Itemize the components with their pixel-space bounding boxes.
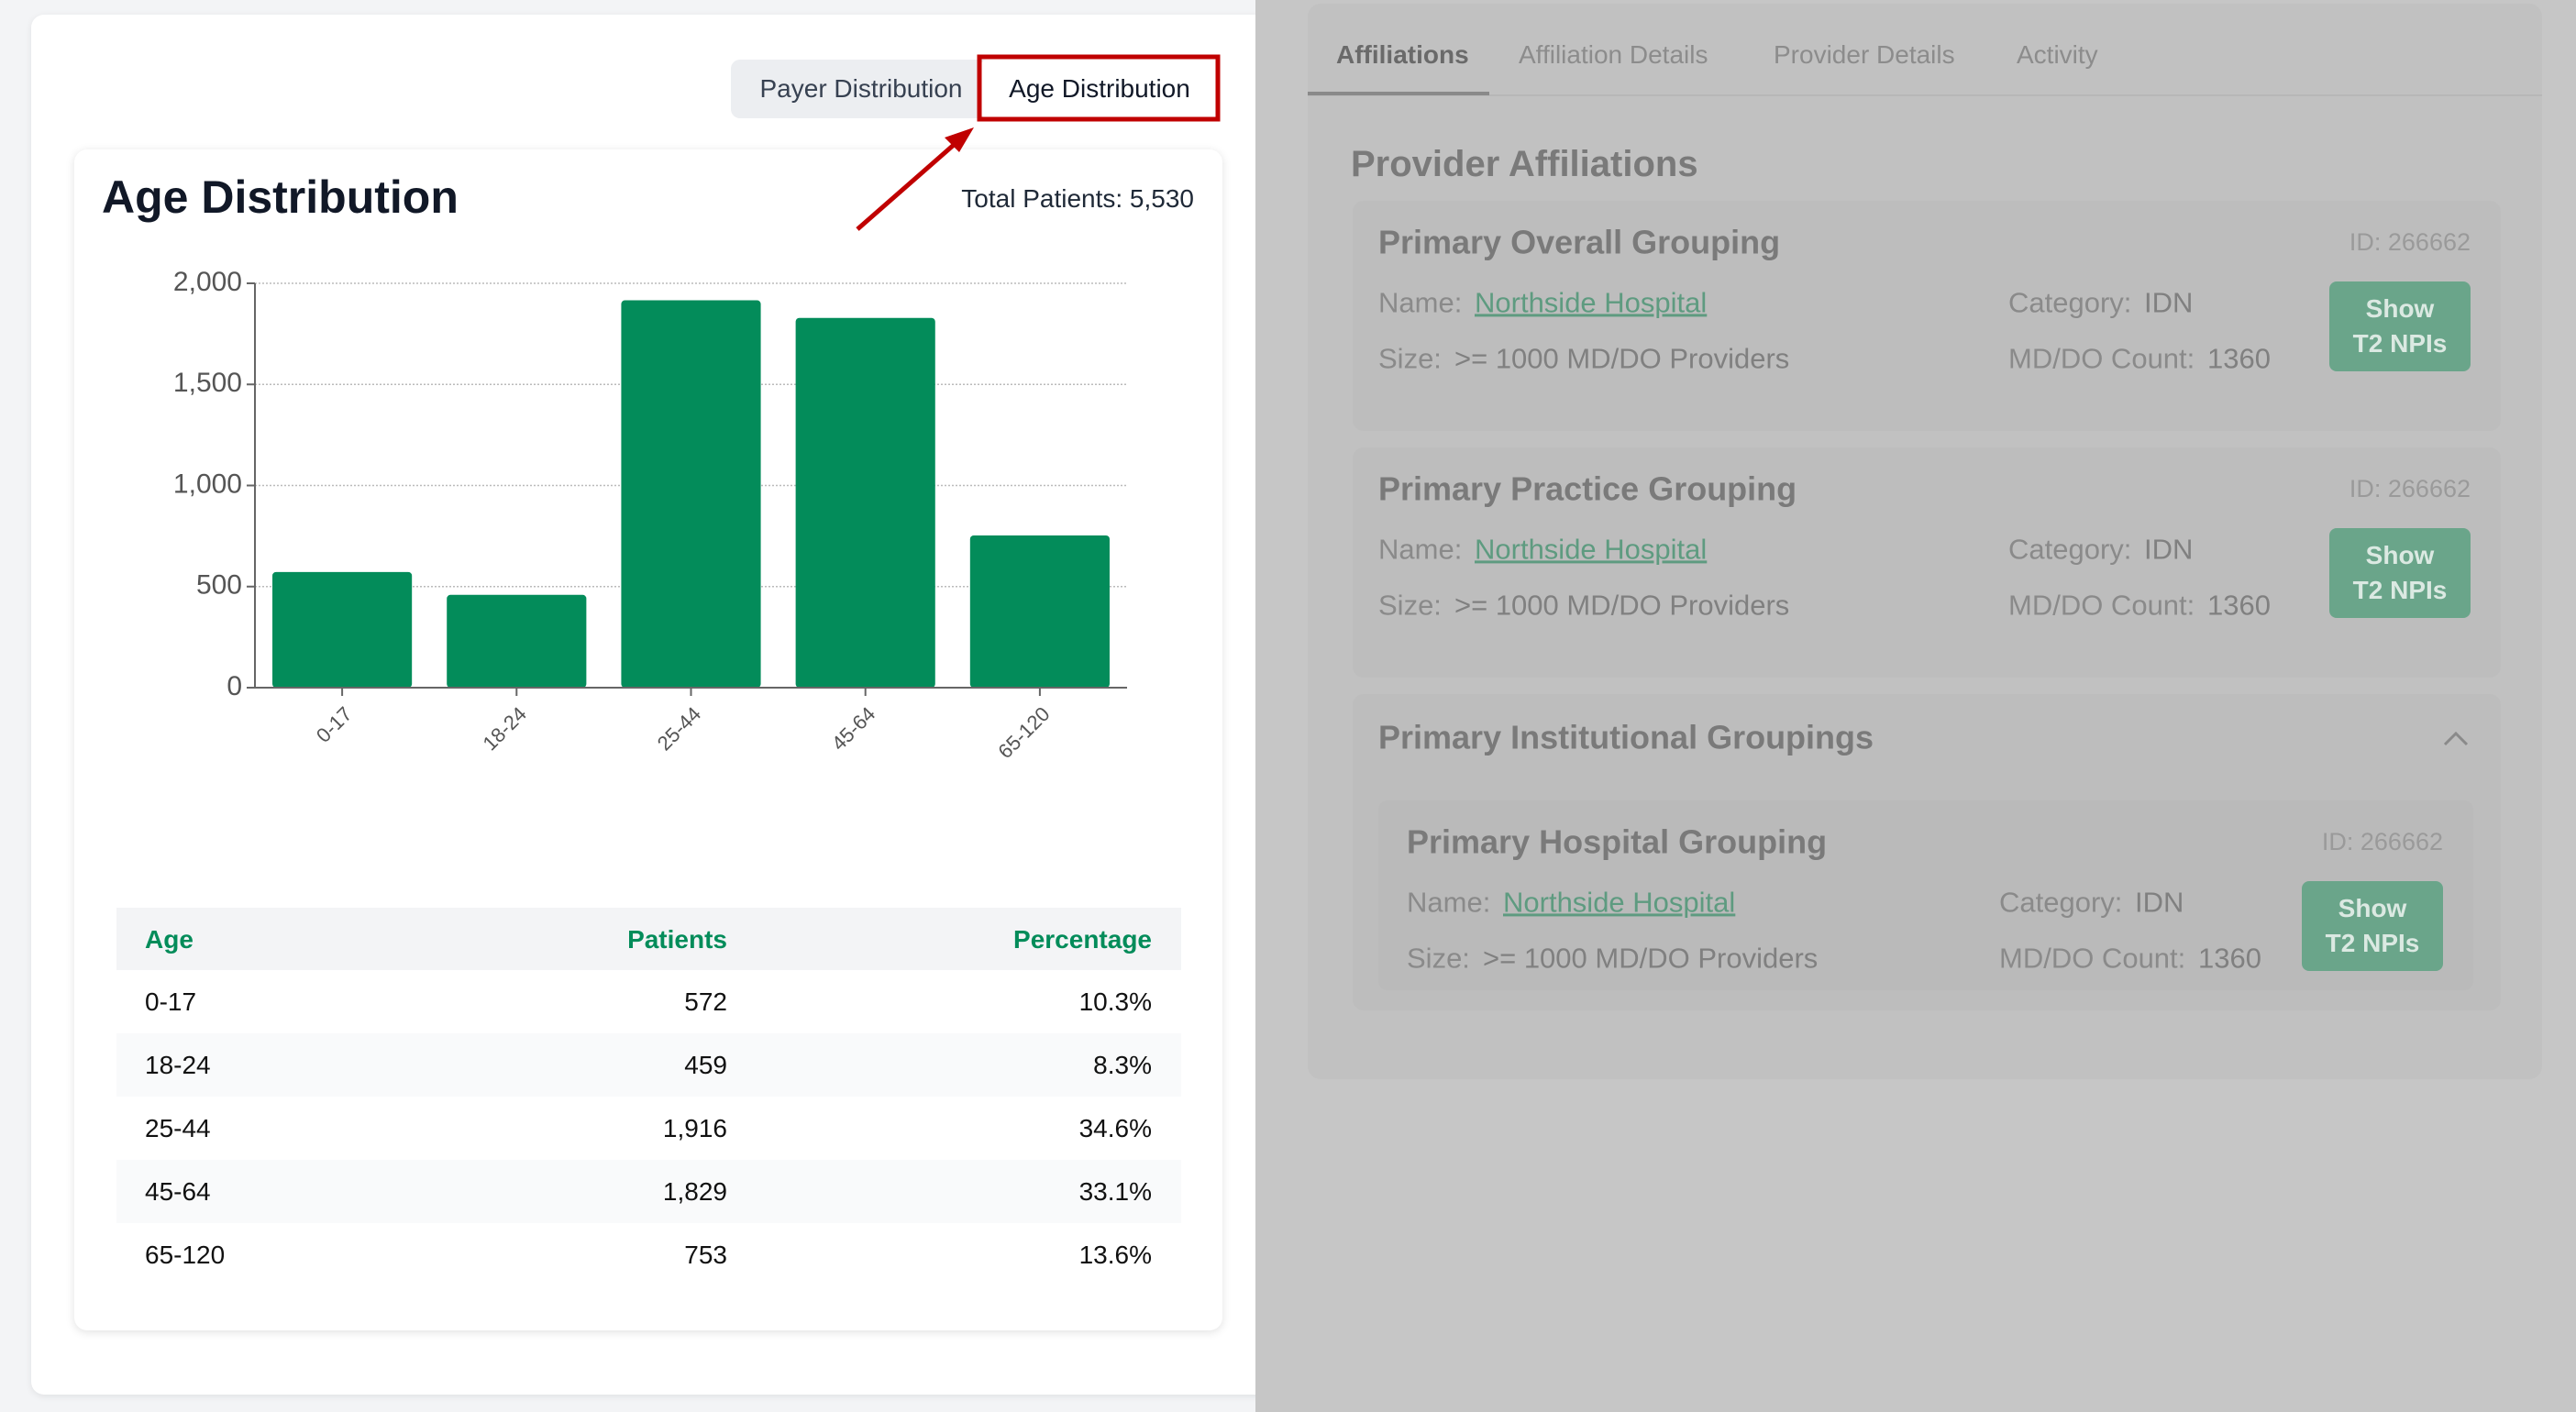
label: Category: — [1999, 886, 2123, 919]
active-tab-underline — [1308, 92, 1489, 95]
x-tick-label: 0-17 — [312, 702, 357, 747]
table-cell: 18-24 — [145, 1051, 211, 1080]
button[interactable] — [2329, 281, 2471, 371]
tab[interactable]: Activity — [2017, 40, 2098, 70]
table-cell: 572 — [684, 987, 727, 1017]
value: 1360 — [2207, 589, 2271, 622]
group-title: Primary Overall Grouping — [1378, 223, 1781, 261]
bar — [447, 594, 587, 688]
group-id: ID: 266662 — [2349, 474, 2471, 502]
table-header-bg — [116, 908, 1181, 970]
table-header: Percentage — [1013, 925, 1152, 954]
y-tick-label: 1,000 — [173, 469, 242, 499]
link[interactable]: Northside Hospital — [1503, 886, 1736, 919]
label: Size: — [1407, 942, 1470, 975]
label: Name: — [1378, 533, 1463, 566]
group-id: ID: 266662 — [2349, 227, 2471, 256]
label: Name: — [1407, 886, 1491, 919]
table-cell: 45-64 — [145, 1177, 211, 1207]
button-label[interactable]: Show — [2365, 541, 2435, 570]
table-cell: 33.1% — [1078, 1177, 1152, 1207]
table-header: Age — [145, 925, 193, 954]
table-row-bg — [116, 1160, 1181, 1223]
tab[interactable]: Affiliations — [1336, 40, 1469, 70]
value: 1360 — [2207, 342, 2271, 375]
chart: 0 500 1,000 1,500 2,000 0-17 18-24 25-44 45-64 65… — [173, 267, 1127, 763]
button[interactable] — [2302, 881, 2443, 971]
value: 1360 — [2198, 942, 2261, 975]
link[interactable]: Northside Hospital — [1475, 533, 1708, 566]
value: IDN — [2144, 286, 2194, 319]
button[interactable] — [2329, 528, 2471, 618]
label: Size: — [1378, 589, 1442, 622]
group-title: Primary Hospital Grouping — [1407, 822, 1828, 861]
y-tick-label: 0 — [227, 671, 242, 701]
table-header: Patients — [627, 925, 727, 954]
button-label[interactable]: T2 NPIs — [2325, 929, 2420, 958]
group-id: ID: 266662 — [2321, 827, 2443, 855]
label: MD/DO Count: — [2008, 342, 2195, 375]
label: Size: — [1378, 342, 1442, 375]
label: MD/DO Count: — [2008, 589, 2195, 622]
y-tick-label: 1,500 — [173, 368, 242, 398]
table-cell: 1,829 — [662, 1177, 727, 1207]
table-cell: 1,916 — [662, 1114, 727, 1143]
value: IDN — [2144, 533, 2194, 566]
toggle-button[interactable]: Payer Distribution — [759, 74, 963, 104]
bar — [969, 535, 1110, 688]
button-label[interactable]: T2 NPIs — [2352, 329, 2448, 359]
total-patients: Total Patients: 5,530 — [961, 184, 1194, 214]
tab[interactable]: Affiliation Details — [1519, 40, 1708, 70]
table-cell: 459 — [684, 1051, 727, 1080]
x-tick-label: 45-64 — [827, 702, 879, 755]
table-cell: 65-120 — [145, 1241, 226, 1270]
group-card — [1353, 201, 2501, 431]
table-cell: 10.3% — [1078, 987, 1152, 1017]
table-cell: 8.3% — [1093, 1051, 1152, 1080]
card-title: Age Distribution — [102, 171, 459, 223]
button-label[interactable]: Show — [2365, 294, 2435, 324]
x-tick-label: 18-24 — [478, 702, 530, 755]
value: >= 1000 MD/DO Providers — [1454, 342, 1790, 375]
table-cell: 0-17 — [145, 987, 197, 1017]
chevron-up[interactable] — [2438, 724, 2474, 752]
table-cell: 25-44 — [145, 1114, 211, 1143]
button-label[interactable]: T2 NPIs — [2352, 576, 2448, 605]
x-tick-label: 65-120 — [993, 702, 1054, 763]
group-title: Primary Practice Grouping — [1378, 469, 1797, 508]
section-title: Primary Institutional Groupings — [1378, 718, 1874, 756]
bar — [621, 300, 761, 688]
label: Name: — [1378, 286, 1463, 319]
label: MD/DO Count: — [1999, 942, 2186, 975]
nested-card — [1378, 800, 2473, 990]
link[interactable]: Northside Hospital — [1475, 286, 1708, 319]
y-tick-label: 2,000 — [173, 267, 242, 297]
table-row-bg — [116, 1033, 1181, 1097]
section-heading: Provider Affiliations — [1351, 144, 1698, 184]
group-card — [1353, 447, 2501, 678]
table-cell: 34.6% — [1078, 1114, 1152, 1143]
button-label[interactable]: Show — [2338, 894, 2407, 923]
value: >= 1000 MD/DO Providers — [1454, 589, 1790, 622]
tab[interactable]: Provider Details — [1774, 40, 1955, 70]
value: IDN — [2135, 886, 2184, 919]
y-tick-label: 500 — [196, 570, 242, 601]
label: Category: — [2008, 533, 2132, 566]
tab-bar-border — [1308, 94, 2542, 96]
bar — [272, 571, 413, 688]
table-cell: 13.6% — [1078, 1241, 1152, 1270]
label: Category: — [2008, 286, 2132, 319]
value: >= 1000 MD/DO Providers — [1483, 942, 1819, 975]
table-cell: 753 — [684, 1241, 727, 1270]
x-tick-label: 25-44 — [653, 702, 705, 755]
bar — [795, 317, 935, 688]
